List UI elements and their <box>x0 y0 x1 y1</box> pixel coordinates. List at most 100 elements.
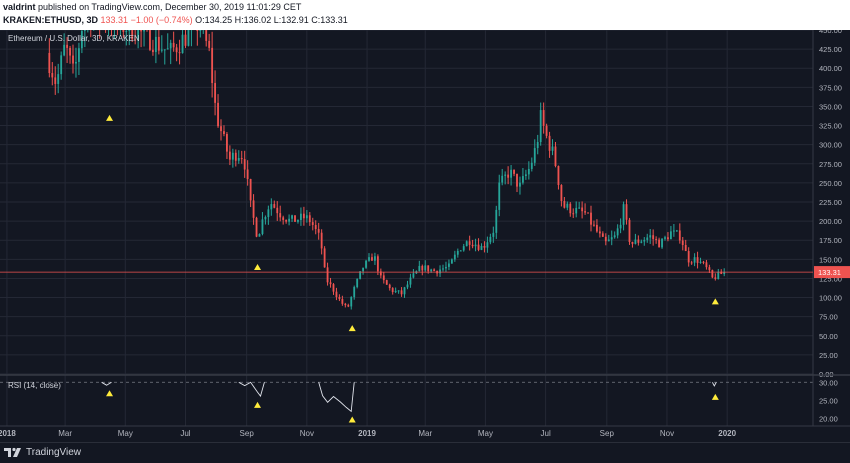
rsi-tick-label: 25.00 <box>819 397 838 406</box>
candle-body <box>646 237 649 240</box>
candle-body <box>714 277 717 279</box>
candle-body <box>705 262 708 268</box>
candle-body <box>596 224 598 232</box>
candle-body <box>516 173 518 187</box>
candle-body <box>160 49 163 51</box>
candle-body <box>708 267 711 271</box>
y-tick-label: 425.00 <box>819 45 842 54</box>
candle-body <box>83 30 86 32</box>
candle-body <box>637 239 640 243</box>
candle-body <box>317 229 320 233</box>
candle-body <box>542 110 545 126</box>
candle-body <box>128 30 131 32</box>
candle-body <box>720 271 723 275</box>
candle-body <box>664 237 666 239</box>
tradingview-logo[interactable]: TradingView <box>4 446 81 458</box>
candle-body <box>335 291 338 298</box>
price-marker <box>106 114 114 121</box>
published-text: published on TradingView.com, December 3… <box>38 2 302 12</box>
candle-body <box>329 282 332 285</box>
candle-body <box>702 261 705 263</box>
candle-body <box>291 215 293 219</box>
candle-body <box>584 211 587 213</box>
candle-body <box>356 278 359 288</box>
x-tick-label: Sep <box>240 429 255 438</box>
candle-body <box>308 215 311 223</box>
rsi-line <box>238 381 265 398</box>
axes: 0.0025.0050.0075.00100.00125.00150.00175… <box>0 26 850 438</box>
candle-body <box>610 237 613 240</box>
candle-body <box>48 52 51 74</box>
candle-body <box>51 73 54 78</box>
current-price-tag <box>814 266 850 279</box>
candle-body <box>598 231 601 234</box>
candle-body <box>483 246 486 248</box>
rsi-tick-label: 20.00 <box>819 415 838 424</box>
chart-area[interactable]: 0.0025.0050.0075.00100.00125.00150.00175… <box>0 26 850 442</box>
candle-body <box>655 239 658 241</box>
candle-body <box>80 31 83 49</box>
candle-body <box>604 236 607 242</box>
candle-body <box>323 248 326 268</box>
candle-body <box>684 245 687 252</box>
candle-body <box>249 179 252 201</box>
candle-body <box>459 250 462 252</box>
candle-body <box>231 152 234 160</box>
x-tick-label: Mar <box>58 429 72 438</box>
publish-header: valdrint published on TradingView.com, D… <box>0 0 850 30</box>
candle-body <box>634 239 637 244</box>
y-tick-label: 175.00 <box>819 236 842 245</box>
y-tick-label: 350.00 <box>819 102 842 111</box>
candle-body <box>252 200 255 218</box>
symbol-name: KRAKEN:ETHUSD, 3D <box>3 15 99 25</box>
candle-body <box>134 39 137 41</box>
y-tick-label: 200.00 <box>819 217 842 226</box>
y-tick-label: 325.00 <box>819 122 842 131</box>
candle-body <box>601 233 604 237</box>
candle-body <box>394 290 397 293</box>
candle-body <box>430 269 433 272</box>
candle-body <box>658 239 661 248</box>
rsi-pane <box>0 381 813 423</box>
candle-body <box>294 215 296 222</box>
x-tick-label: Mar <box>418 429 432 438</box>
rsi-line <box>712 382 717 387</box>
candle-body <box>468 241 471 245</box>
candle-body <box>338 297 341 300</box>
candle-body <box>353 287 356 298</box>
candle-body <box>403 287 406 295</box>
author-name[interactable]: valdrint <box>3 2 36 12</box>
candle-body <box>569 203 572 214</box>
rsi-tick-label: 30.00 <box>819 378 838 387</box>
chart-svg[interactable]: 0.0025.0050.0075.00100.00125.00150.00175… <box>0 26 850 442</box>
candle-body <box>205 30 208 41</box>
candle-body <box>445 266 447 269</box>
candle-body <box>54 77 57 84</box>
candle-body <box>243 159 246 170</box>
candle-body <box>217 102 219 127</box>
candle-body <box>593 224 595 226</box>
candle-body <box>581 207 584 212</box>
candle-body <box>379 271 382 276</box>
candle-body <box>723 272 726 275</box>
candle-body <box>305 215 308 219</box>
candle-body <box>613 235 616 238</box>
price-markers <box>106 114 719 332</box>
candle-body <box>178 52 181 54</box>
candle-body <box>625 204 628 220</box>
candle-body <box>681 240 684 246</box>
candle-body <box>341 299 344 304</box>
candle-body <box>261 219 264 234</box>
candle-body <box>590 212 592 225</box>
candle-body <box>566 203 569 208</box>
candle-body <box>264 217 267 220</box>
y-tick-label: 450.00 <box>819 30 842 35</box>
candle-body <box>486 242 489 248</box>
candle-body <box>690 262 693 264</box>
x-tick-label: Jul <box>541 429 551 438</box>
candle-body <box>439 269 441 274</box>
candle-body <box>533 148 536 163</box>
y-tick-label: 400.00 <box>819 64 842 73</box>
candle-body <box>442 268 444 270</box>
candle-body <box>530 162 533 169</box>
